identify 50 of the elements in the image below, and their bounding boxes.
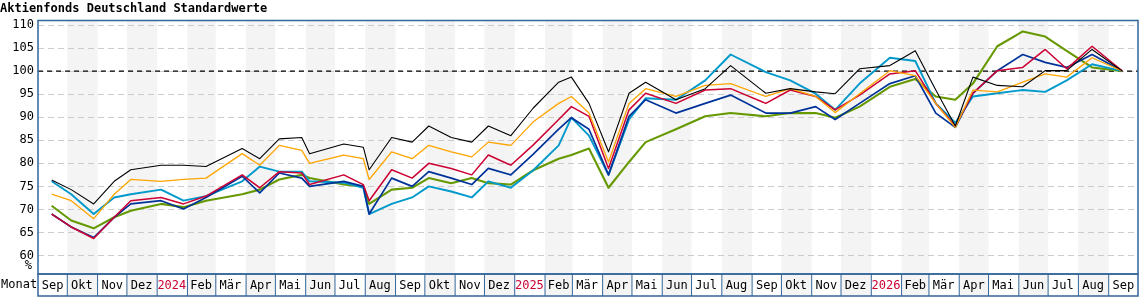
x-tick-label: Feb [547, 278, 570, 293]
y-tick-label: 95 [19, 86, 34, 101]
x-tick-label: Apr [249, 278, 272, 293]
x-tick-label: Aug [369, 278, 391, 293]
y-tick-label: 70 [19, 201, 34, 216]
x-tick-label: Sep [41, 278, 64, 293]
x-tick-label: Jun [666, 278, 688, 293]
x-tick-label: Aug [725, 278, 748, 293]
x-tick-label: Dez [844, 278, 867, 293]
y-tick-label: 80 [19, 155, 34, 170]
x-tick-label: Nov [815, 278, 838, 293]
x-tick-label: Mär [932, 278, 955, 293]
x-tick-label: Mai [992, 278, 1015, 293]
y-tick-label: 110 [12, 17, 34, 32]
x-tick-label: Mär [219, 278, 242, 293]
y-tick-label: 100 [12, 63, 34, 78]
x-tick-label: Sep [399, 278, 422, 293]
x-axis-title: Monat [1, 277, 38, 292]
x-tick-label: Jul [338, 278, 361, 293]
x-tick-label: Jun [309, 278, 332, 293]
x-tick-label: Sep [755, 278, 778, 293]
x-tick-label: Nov [101, 278, 124, 293]
x-tick-label: 2025 [514, 278, 544, 293]
x-tick-label: Dez [130, 278, 153, 293]
x-tick-label: 2026 [871, 278, 901, 293]
x-tick-label: Okt [428, 278, 451, 293]
x-tick-label: Okt [785, 278, 807, 293]
y-tick-label: 90 [19, 109, 34, 124]
y-tick-label: 65 [19, 224, 34, 239]
y-tick-label: 75 [19, 178, 34, 193]
y-axis-title: % [24, 258, 33, 273]
x-tick-label: Sep [1112, 278, 1135, 293]
x-tick-label: 2024 [157, 278, 187, 293]
x-tick-label: Mär [576, 278, 598, 293]
chart-title: Aktienfonds Deutschland Standardwerte [0, 1, 268, 16]
x-tick-label: Jul [695, 278, 718, 293]
x-tick-label: Dez [488, 278, 510, 293]
x-tick-label: Feb [904, 278, 927, 293]
x-tick-label: Jun [1022, 278, 1045, 293]
x-tick-label: Mai [635, 278, 658, 293]
x-tick-label: Aug [1082, 278, 1104, 293]
x-tick-label: Apr [606, 278, 629, 293]
x-tick-label: Feb [190, 278, 212, 293]
y-tick-label: 85 [19, 132, 34, 147]
x-tick-label: Jul [1051, 278, 1074, 293]
x-tick-label: Nov [458, 278, 481, 293]
x-tick-label: Apr [963, 278, 985, 293]
x-tick-label: Okt [71, 278, 93, 293]
y-tick-label: 105 [12, 40, 34, 55]
x-tick-label: Mai [279, 278, 301, 293]
